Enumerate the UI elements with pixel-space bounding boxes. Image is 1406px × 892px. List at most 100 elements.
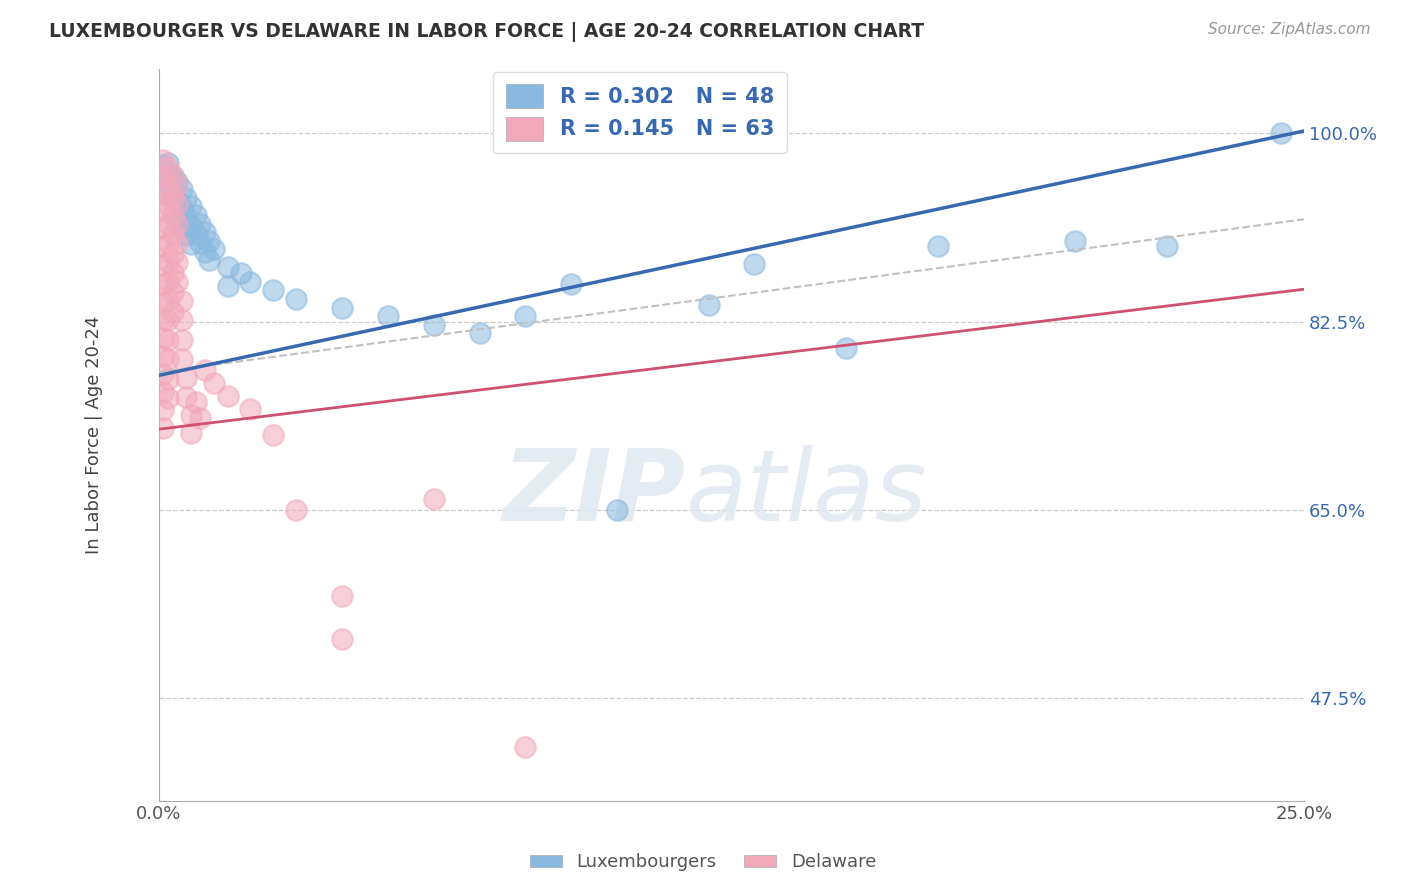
- Point: [606, 503, 628, 517]
- Point: [152, 331, 174, 345]
- Point: [262, 283, 284, 297]
- Point: [180, 426, 202, 441]
- Point: [188, 217, 211, 231]
- Point: [217, 389, 239, 403]
- Text: ZIP: ZIP: [503, 444, 686, 541]
- Point: [157, 217, 180, 231]
- Point: [262, 427, 284, 442]
- Point: [162, 305, 184, 319]
- Point: [422, 492, 444, 507]
- Point: [152, 349, 174, 363]
- Point: [697, 298, 720, 312]
- Point: [162, 169, 184, 184]
- Point: [157, 255, 180, 269]
- Point: [157, 188, 180, 202]
- Point: [560, 277, 582, 291]
- Point: [188, 411, 211, 425]
- Point: [180, 237, 202, 252]
- Point: [180, 408, 202, 422]
- Point: [157, 352, 180, 367]
- Point: [239, 401, 262, 416]
- Point: [835, 342, 858, 356]
- Point: [170, 202, 193, 216]
- Point: [170, 219, 193, 234]
- Point: [152, 153, 174, 167]
- Point: [162, 169, 184, 184]
- Text: Source: ZipAtlas.com: Source: ZipAtlas.com: [1208, 22, 1371, 37]
- Point: [166, 255, 188, 269]
- Point: [157, 171, 180, 186]
- Point: [330, 589, 353, 603]
- Text: LUXEMBOURGER VS DELAWARE IN LABOR FORCE | AGE 20-24 CORRELATION CHART: LUXEMBOURGER VS DELAWARE IN LABOR FORCE …: [49, 22, 924, 42]
- Point: [176, 210, 198, 224]
- Point: [152, 277, 174, 291]
- Point: [152, 158, 174, 172]
- Point: [152, 384, 174, 399]
- Point: [166, 193, 188, 207]
- Legend: Luxembourgers, Delaware: Luxembourgers, Delaware: [523, 847, 883, 879]
- Point: [152, 257, 174, 271]
- Point: [184, 208, 207, 222]
- Point: [166, 275, 188, 289]
- Point: [180, 199, 202, 213]
- Point: [184, 395, 207, 409]
- Point: [170, 313, 193, 327]
- Point: [152, 186, 174, 200]
- Point: [202, 376, 225, 390]
- Point: [285, 503, 308, 517]
- Point: [157, 161, 180, 175]
- Point: [194, 244, 217, 259]
- Point: [198, 253, 221, 268]
- Point: [180, 219, 202, 233]
- Point: [377, 309, 399, 323]
- Point: [188, 235, 211, 250]
- Point: [152, 220, 174, 235]
- Point: [744, 257, 766, 271]
- Point: [170, 352, 193, 367]
- Text: atlas: atlas: [686, 444, 928, 541]
- Point: [162, 186, 184, 200]
- Point: [468, 326, 491, 341]
- Point: [166, 212, 188, 227]
- Y-axis label: In Labor Force | Age 20-24: In Labor Force | Age 20-24: [86, 316, 103, 554]
- Point: [194, 363, 217, 377]
- Point: [166, 175, 188, 189]
- Point: [176, 390, 198, 404]
- Point: [1270, 126, 1292, 140]
- Point: [162, 188, 184, 202]
- Point: [157, 198, 180, 212]
- Point: [184, 227, 207, 242]
- Point: [176, 191, 198, 205]
- Point: [194, 225, 217, 239]
- Point: [152, 295, 174, 310]
- Point: [157, 235, 180, 250]
- Point: [422, 318, 444, 332]
- Point: [152, 402, 174, 417]
- Point: [152, 421, 174, 435]
- Point: [231, 266, 253, 280]
- Point: [162, 227, 184, 242]
- Point: [162, 246, 184, 260]
- Point: [166, 178, 188, 192]
- Point: [157, 180, 180, 194]
- Point: [330, 632, 353, 647]
- Point: [515, 309, 537, 323]
- Point: [198, 234, 221, 248]
- Point: [202, 243, 225, 257]
- Point: [1064, 234, 1087, 248]
- Point: [157, 313, 180, 327]
- Point: [162, 208, 184, 222]
- Point: [1156, 239, 1178, 253]
- Point: [157, 371, 180, 385]
- Point: [152, 313, 174, 327]
- Point: [170, 333, 193, 347]
- Point: [217, 260, 239, 274]
- Point: [927, 239, 949, 253]
- Point: [152, 239, 174, 253]
- Point: [152, 203, 174, 218]
- Point: [157, 294, 180, 309]
- Point: [170, 294, 193, 309]
- Point: [176, 370, 198, 384]
- Point: [330, 301, 353, 315]
- Point: [162, 266, 184, 280]
